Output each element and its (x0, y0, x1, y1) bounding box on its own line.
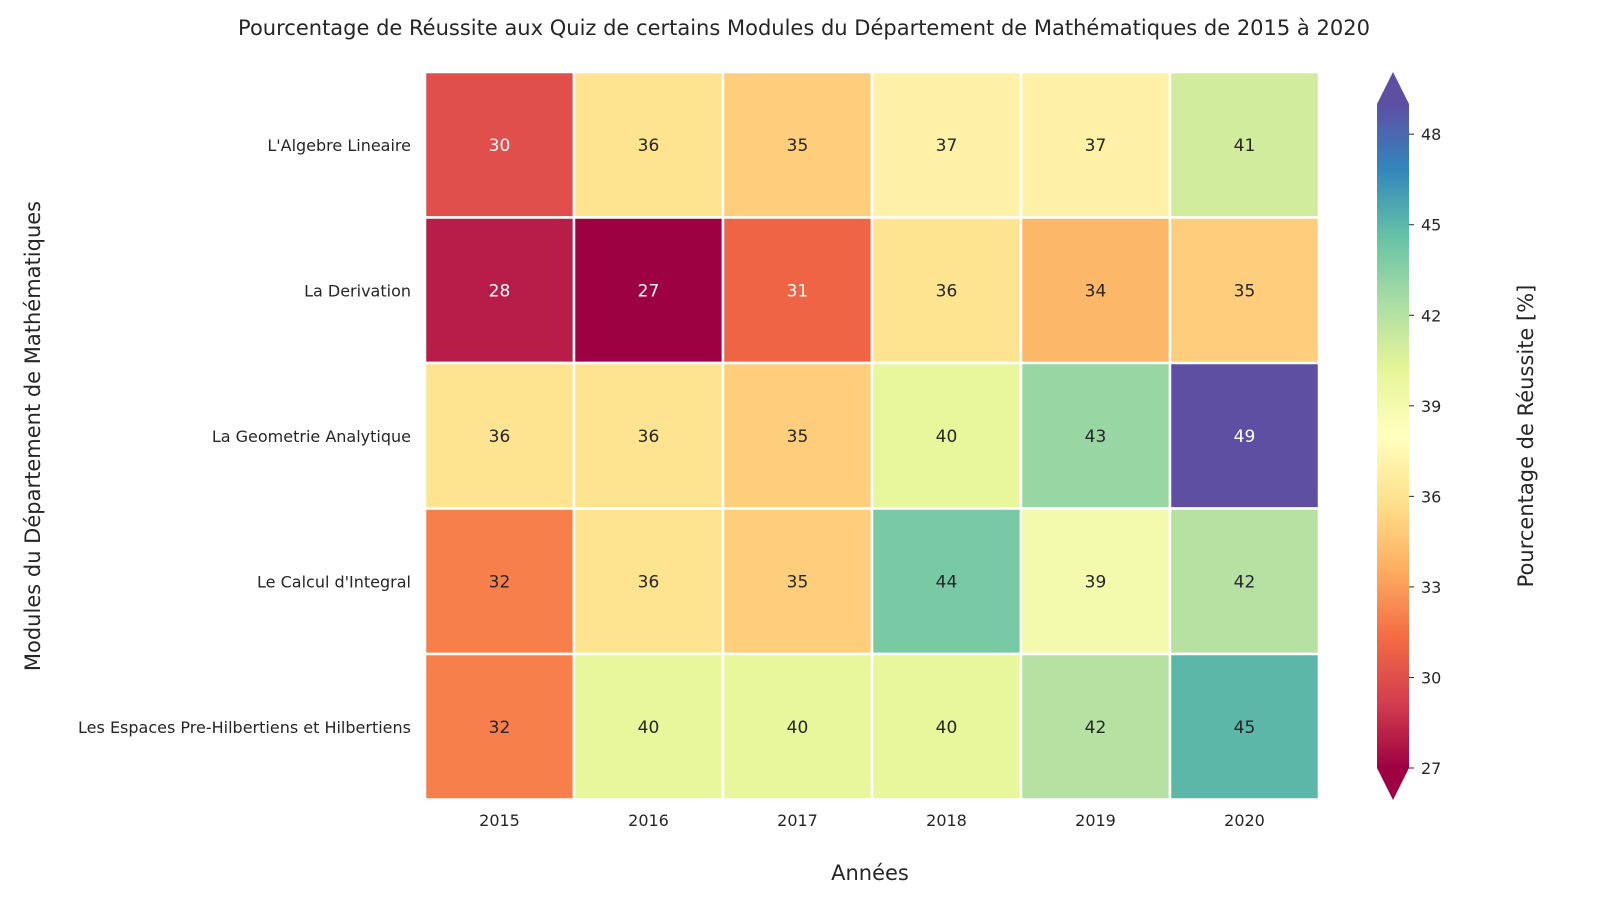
cell-value-label: 42 (1085, 718, 1107, 738)
cell-value-label: 45 (1234, 718, 1256, 738)
cell-value-label: 36 (638, 427, 660, 447)
cell-value-label: 35 (787, 136, 809, 156)
x-tick-label: 2018 (926, 811, 967, 830)
cell-value-label: 43 (1085, 427, 1107, 447)
cell-value-label: 27 (638, 281, 660, 301)
cell-value-label: 35 (787, 572, 809, 592)
y-axis-label: Modules du Département de Mathématiques (21, 201, 45, 671)
cell-value-label: 36 (936, 281, 958, 301)
heatmap-cell (572, 361, 725, 510)
x-tick-label: 2016 (628, 811, 669, 830)
colorbar-tick-label: 42 (1421, 306, 1441, 325)
heatmap-cell (1168, 361, 1321, 510)
x-tick-labels: 2015 2016 2017 2018 2019 2020 (479, 811, 1265, 830)
cell-value-labels: 30 36 35 37 37 41 28 27 31 36 34 35 36 36 35 40 43 49 32 36… (489, 136, 1256, 738)
heatmap-cell (1019, 652, 1172, 801)
heatmap-cell (423, 70, 576, 219)
heatmap-cell (423, 507, 576, 656)
heatmap-cell (870, 361, 1023, 510)
cell-value-label: 40 (936, 427, 958, 447)
x-tick-label: 2015 (479, 811, 520, 830)
heatmap-cell (1168, 70, 1321, 219)
y-tick-label: Les Espaces Pre-Hilbertiens et Hilbertie… (78, 718, 411, 737)
colorbar-gradient (1377, 104, 1409, 768)
cell-value-label: 40 (936, 718, 958, 738)
heatmap-cell (1168, 507, 1321, 656)
cell-value-label: 37 (936, 136, 958, 156)
heatmap-cell (1019, 361, 1172, 510)
cell-value-label: 28 (489, 281, 511, 301)
cell-value-label: 31 (787, 281, 809, 301)
cell-value-label: 34 (1085, 281, 1107, 301)
heatmap-cells (423, 70, 1321, 801)
cell-value-label: 30 (489, 136, 511, 156)
chart-title: Pourcentage de Réussite aux Quiz de cert… (238, 16, 1370, 40)
x-axis-label: Années (831, 861, 909, 885)
x-tick-label: 2020 (1224, 811, 1265, 830)
cell-value-label: 44 (936, 572, 958, 592)
cell-value-label: 35 (1234, 281, 1256, 301)
colorbar-tick-label: 30 (1421, 668, 1441, 687)
colorbar-extend-max-arrow (1377, 72, 1409, 104)
cell-value-label: 36 (638, 136, 660, 156)
cell-value-label: 42 (1234, 572, 1256, 592)
colorbar-extend-min-arrow (1377, 768, 1409, 800)
colorbar-tick-label: 27 (1421, 759, 1441, 778)
colorbar-tick-label: 45 (1421, 216, 1441, 235)
heatmap-cell (1168, 216, 1321, 365)
heatmap-cell (1019, 507, 1172, 656)
heatmap-cell (870, 652, 1023, 801)
y-tick-label: La Geometrie Analytique (212, 427, 411, 446)
heatmap-cell (572, 216, 725, 365)
x-tick-label: 2017 (777, 811, 818, 830)
colorbar-label: Pourcentage de Réussite [%] (1514, 285, 1538, 588)
y-tick-label: L'Algebre Lineaire (267, 136, 411, 155)
heatmap-cell (870, 507, 1023, 656)
heatmap-cell (721, 652, 874, 801)
colorbar-tick-label: 36 (1421, 487, 1441, 506)
cell-value-label: 37 (1085, 136, 1107, 156)
cell-value-label: 32 (489, 572, 511, 592)
heatmap-cell (721, 70, 874, 219)
colorbar-tick-label: 33 (1421, 578, 1441, 597)
cell-value-label: 41 (1234, 136, 1256, 156)
y-tick-labels: L'Algebre Lineaire La Derivation La Geomet… (78, 136, 411, 737)
y-tick-label: Le Calcul d'Integral (257, 572, 411, 591)
heatmap-cell (423, 652, 576, 801)
colorbar-tick-label: 48 (1421, 125, 1441, 144)
cell-value-label: 40 (638, 718, 660, 738)
cell-value-label: 35 (787, 427, 809, 447)
cell-value-label: 36 (638, 572, 660, 592)
heatmap-cell (572, 70, 725, 219)
cell-value-label: 40 (787, 718, 809, 738)
cell-value-label: 32 (489, 718, 511, 738)
cell-value-label: 36 (489, 427, 511, 447)
y-tick-label: La Derivation (304, 281, 411, 300)
colorbar: 27 30 33 36 39 42 45 48 (1377, 72, 1441, 800)
x-tick-label: 2019 (1075, 811, 1116, 830)
colorbar-tick-label: 39 (1421, 397, 1441, 416)
heatmap-cell (721, 507, 874, 656)
heatmap-cell (1168, 652, 1321, 801)
cell-value-label: 39 (1085, 572, 1107, 592)
cell-value-label: 49 (1234, 427, 1256, 447)
heatmap-cell (572, 507, 725, 656)
heatmap-cell (870, 216, 1023, 365)
